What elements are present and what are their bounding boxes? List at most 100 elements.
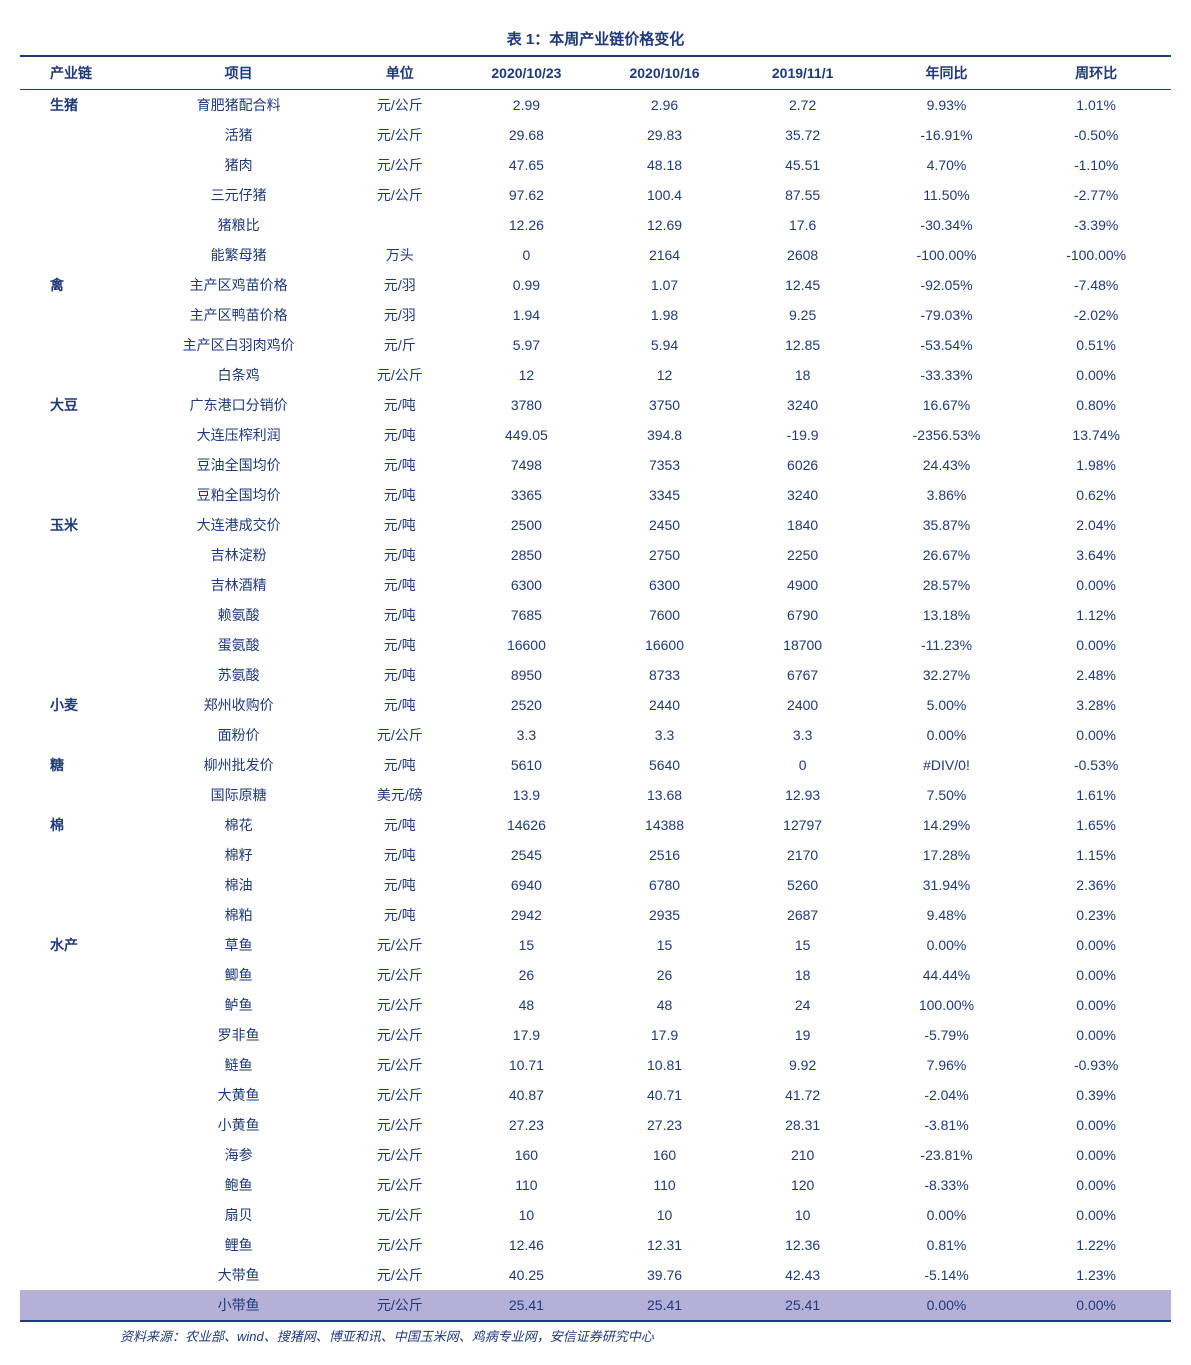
cell-yoy: 24.43%: [872, 450, 1022, 480]
cell-yoy: 7.96%: [872, 1050, 1022, 1080]
cell-d1: 26: [457, 960, 595, 990]
cell-chain: 水产: [20, 930, 135, 960]
cell-d3: 87.55: [734, 180, 872, 210]
cell-chain: [20, 420, 135, 450]
cell-wow: -1.10%: [1021, 150, 1171, 180]
cell-d3: 5260: [734, 870, 872, 900]
cell-item: 小黄鱼: [135, 1110, 342, 1140]
cell-unit: 元/公斤: [342, 1260, 457, 1290]
cell-chain: 小麦: [20, 690, 135, 720]
cell-d1: 27.23: [457, 1110, 595, 1140]
cell-d1: 47.65: [457, 150, 595, 180]
cell-yoy: 7.50%: [872, 780, 1022, 810]
cell-d2: 3345: [595, 480, 733, 510]
cell-chain: [20, 840, 135, 870]
cell-unit: 元/吨: [342, 420, 457, 450]
table-row: 水产草鱼元/公斤1515150.00%0.00%: [20, 930, 1171, 960]
cell-d3: 120: [734, 1170, 872, 1200]
cell-wow: 0.00%: [1021, 1140, 1171, 1170]
cell-item: 猪肉: [135, 150, 342, 180]
cell-unit: 元/吨: [342, 660, 457, 690]
cell-item: 三元仔猪: [135, 180, 342, 210]
cell-item: 蛋氨酸: [135, 630, 342, 660]
cell-wow: 13.74%: [1021, 420, 1171, 450]
cell-chain: [20, 570, 135, 600]
cell-d2: 14388: [595, 810, 733, 840]
cell-d1: 2.99: [457, 90, 595, 121]
cell-item: 鲍鱼: [135, 1170, 342, 1200]
cell-d3: -19.9: [734, 420, 872, 450]
cell-item: 鲈鱼: [135, 990, 342, 1020]
cell-d1: 6940: [457, 870, 595, 900]
cell-d1: 29.68: [457, 120, 595, 150]
cell-d2: 27.23: [595, 1110, 733, 1140]
cell-chain: [20, 450, 135, 480]
cell-d2: 40.71: [595, 1080, 733, 1110]
table-row: 蛋氨酸元/吨166001660018700-11.23%0.00%: [20, 630, 1171, 660]
cell-d3: 12.85: [734, 330, 872, 360]
cell-unit: 元/吨: [342, 810, 457, 840]
cell-chain: 棉: [20, 810, 135, 840]
cell-unit: 元/吨: [342, 510, 457, 540]
table-body: 生猪育肥猪配合料元/公斤2.992.962.729.93%1.01%活猪元/公斤…: [20, 90, 1171, 1322]
cell-unit: 元/公斤: [342, 720, 457, 750]
cell-wow: -3.39%: [1021, 210, 1171, 240]
table-row: 大连压榨利润元/吨449.05394.8-19.9-2356.53%13.74%: [20, 420, 1171, 450]
cell-unit: 元/公斤: [342, 360, 457, 390]
cell-item: 大黄鱼: [135, 1080, 342, 1110]
cell-item: 能繁母猪: [135, 240, 342, 270]
cell-chain: [20, 900, 135, 930]
cell-chain: [20, 1110, 135, 1140]
cell-chain: [20, 1080, 135, 1110]
cell-d3: 15: [734, 930, 872, 960]
source-note: 资料来源：农业部、wind、搜猪网、博亚和讯、中国玉米网、鸡病专业网，安信证券研…: [20, 1326, 1171, 1345]
cell-d2: 110: [595, 1170, 733, 1200]
table-row: 能繁母猪万头021642608-100.00%-100.00%: [20, 240, 1171, 270]
table-row: 三元仔猪元/公斤97.62100.487.5511.50%-2.77%: [20, 180, 1171, 210]
cell-d3: 3240: [734, 390, 872, 420]
cell-d2: 2516: [595, 840, 733, 870]
table-row: 棉棉花元/吨14626143881279714.29%1.65%: [20, 810, 1171, 840]
cell-item: 大连压榨利润: [135, 420, 342, 450]
cell-chain: [20, 1020, 135, 1050]
cell-item: 棉籽: [135, 840, 342, 870]
col-unit: 单位: [342, 56, 457, 90]
cell-d2: 394.8: [595, 420, 733, 450]
cell-item: 主产区白羽肉鸡价: [135, 330, 342, 360]
cell-d3: 12.93: [734, 780, 872, 810]
cell-yoy: -33.33%: [872, 360, 1022, 390]
table-row: 鲈鱼元/公斤484824100.00%0.00%: [20, 990, 1171, 1020]
cell-yoy: 0.00%: [872, 1200, 1022, 1230]
cell-unit: 万头: [342, 240, 457, 270]
table-row: 猪粮比12.2612.6917.6-30.34%-3.39%: [20, 210, 1171, 240]
cell-unit: 元/公斤: [342, 1290, 457, 1321]
cell-d2: 29.83: [595, 120, 733, 150]
cell-chain: [20, 480, 135, 510]
cell-chain: [20, 360, 135, 390]
table-row: 禽主产区鸡苗价格元/羽0.991.0712.45-92.05%-7.48%: [20, 270, 1171, 300]
cell-yoy: 9.93%: [872, 90, 1022, 121]
cell-yoy: #DIV/0!: [872, 750, 1022, 780]
cell-yoy: 44.44%: [872, 960, 1022, 990]
cell-d3: 6767: [734, 660, 872, 690]
cell-d3: 2.72: [734, 90, 872, 121]
cell-d3: 210: [734, 1140, 872, 1170]
cell-yoy: -16.91%: [872, 120, 1022, 150]
cell-chain: [20, 1140, 135, 1170]
cell-chain: 大豆: [20, 390, 135, 420]
cell-wow: -0.53%: [1021, 750, 1171, 780]
cell-unit: 元/吨: [342, 900, 457, 930]
cell-chain: 禽: [20, 270, 135, 300]
cell-d1: 2500: [457, 510, 595, 540]
cell-d3: 10: [734, 1200, 872, 1230]
table-row: 苏氨酸元/吨89508733676732.27%2.48%: [20, 660, 1171, 690]
cell-yoy: -53.54%: [872, 330, 1022, 360]
cell-unit: 元/公斤: [342, 930, 457, 960]
cell-d3: 2250: [734, 540, 872, 570]
cell-d2: 17.9: [595, 1020, 733, 1050]
table-row: 吉林淀粉元/吨28502750225026.67%3.64%: [20, 540, 1171, 570]
col-wow: 周环比: [1021, 56, 1171, 90]
cell-yoy: 100.00%: [872, 990, 1022, 1020]
cell-d3: 2608: [734, 240, 872, 270]
cell-unit: 元/公斤: [342, 120, 457, 150]
